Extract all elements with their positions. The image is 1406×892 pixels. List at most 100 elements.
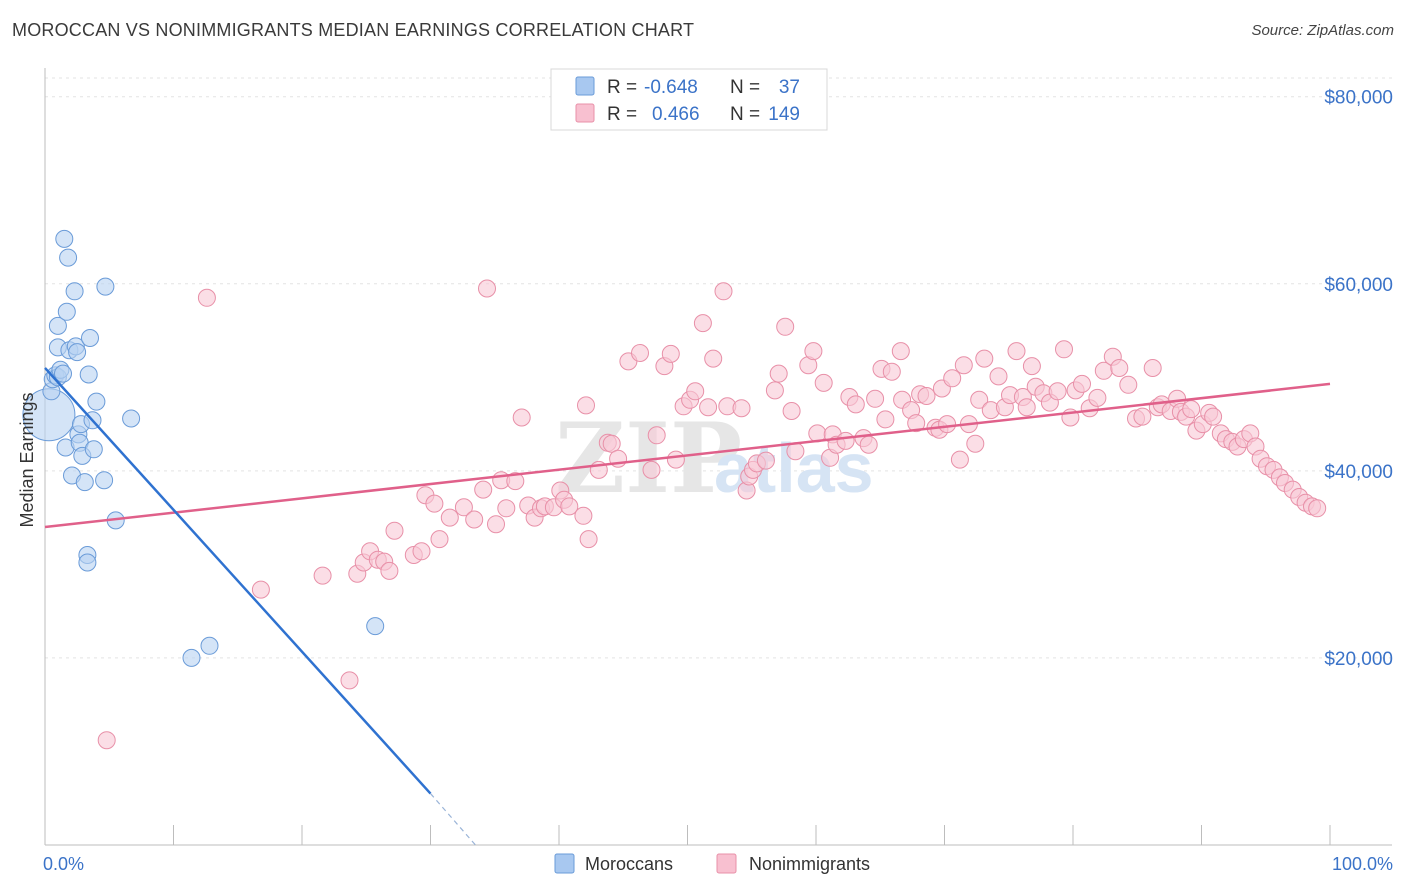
nonimmigrants-point [950,450,969,469]
nonimmigrants-point [846,395,865,414]
nonimmigrants-point [512,408,531,427]
moroccans-point [54,364,72,383]
nonimmigrants-point [647,426,666,445]
nonimmigrants-point [478,279,496,298]
moroccans-point [87,392,106,411]
nonimmigrants-point [686,382,705,401]
legend-swatch-nonimmigrants[interactable] [716,853,737,874]
nonimmigrants-point [1119,375,1138,394]
legend-swatch-nonimmigrants [575,103,595,123]
moroccans-point [79,365,98,384]
nonimmigrants-point [97,731,116,750]
nonimmigrants-point [1204,407,1223,426]
nonimmigrants-point [340,671,359,690]
legend-label-nonimmigrants[interactable]: Nonimmigrants [749,854,870,874]
nonimmigrants-point [943,369,962,388]
nonimmigrants-point [970,390,989,409]
legend-r-value: 0.466 [652,104,700,125]
moroccans-point [122,409,141,428]
axes [44,68,1392,846]
legend-n-value: 149 [768,104,800,125]
nonimmigrants-point [440,508,459,527]
nonimmigrants-point [732,399,751,418]
legend-series: Moroccans Nonimmigrants [554,853,870,874]
nonimmigrants-point [756,451,775,470]
nonimmigrants-point [776,317,795,336]
nonimmigrants-point [704,349,723,368]
nonimmigrants-point [699,398,718,417]
nonimmigrants-point [251,580,270,599]
y-tick-label: $60,000 [1324,275,1393,296]
nonimmigrants-point [1055,340,1073,359]
nonimmigrants-point [1110,359,1129,377]
x-axis-tick-labels: 0.0% 100.0% [43,854,1393,874]
nonimmigrants-point [313,566,332,585]
nonimmigrants-point [474,480,493,499]
nonimmigrants-point [579,530,598,549]
x-tick-label: 0.0% [43,854,84,874]
legend-label-moroccans[interactable]: Moroccans [585,854,673,874]
nonimmigrants-point [661,344,680,363]
nonimmigrants-point [1308,499,1327,518]
nonimmigrants-point [1022,357,1041,376]
y-axis-tick-labels: $20,000 $40,000 $60,000 $80,000 [1324,88,1393,670]
nonimmigrants-point [425,494,444,513]
moroccans-point [81,329,99,347]
nonimmigrants-point [782,402,801,420]
nonimmigrants-point [380,561,399,580]
nonimmigrants-point [1073,374,1091,393]
nonimmigrants-point [876,410,895,429]
nonimmigrants-point [412,542,431,561]
y-tick-label: $40,000 [1324,462,1393,483]
moroccans-trend-extension [430,793,476,846]
moroccans-point [96,277,115,296]
moroccans-point [59,248,78,267]
legend-r-label: R = [607,104,637,125]
nonimmigrants-point [577,396,595,415]
nonimmigrants-point [497,499,516,518]
moroccans-point [75,473,94,492]
chart-title: MOROCCAN VS NONIMMIGRANTS MEDIAN EARNING… [12,20,695,40]
nonimmigrants-point [642,460,661,479]
moroccans-point [84,440,103,459]
nonimmigrants-point [938,415,957,434]
nonimmigrants-point [1048,382,1067,401]
nonimmigrants-point [859,435,878,454]
moroccans-point [55,229,74,248]
moroccans-point [68,343,87,362]
legend-swatch-moroccans[interactable] [554,853,575,874]
nonimmigrants-point [836,431,855,450]
nonimmigrants-point [1182,400,1201,419]
nonimmigrants-point [1088,388,1107,407]
nonimmigrants-point [882,362,901,381]
legend-stats: R = -0.648 N = 37 R = 0.466 N = 149 [550,68,828,131]
y-tick-label: $20,000 [1324,649,1393,670]
moroccans-point [48,316,67,335]
trend-lines [44,367,1331,846]
nonimmigrants-point [1007,342,1026,361]
nonimmigrants-point [666,450,685,469]
nonimmigrants-point [197,288,216,307]
nonimmigrants-point [574,506,593,525]
nonimmigrants-trend-line [44,382,1331,529]
nonimmigrants-point [430,530,449,549]
nonimmigrants-point [487,515,505,534]
nonimmigrants-point [954,356,973,375]
moroccans-point [78,553,97,572]
nonimmigrants-point [891,342,910,361]
y-tick-label: $80,000 [1324,88,1393,109]
legend-r-label: R = [607,77,637,98]
source-credit: Source: ZipAtlas.com [1251,22,1394,39]
nonimmigrants-point [454,498,473,517]
nonimmigrants-point [1133,407,1152,426]
legend-swatch-moroccans [575,76,595,96]
moroccans-point [182,648,201,667]
nonimmigrants-point [907,414,926,433]
x-tick-label: 100.0% [1332,854,1393,874]
nonimmigrants-point [804,342,823,361]
nonimmigrants-point [1143,359,1162,377]
nonimmigrants-point [966,434,985,453]
legend-n-value: 37 [779,77,800,98]
legend-r-value: -0.648 [644,77,698,98]
